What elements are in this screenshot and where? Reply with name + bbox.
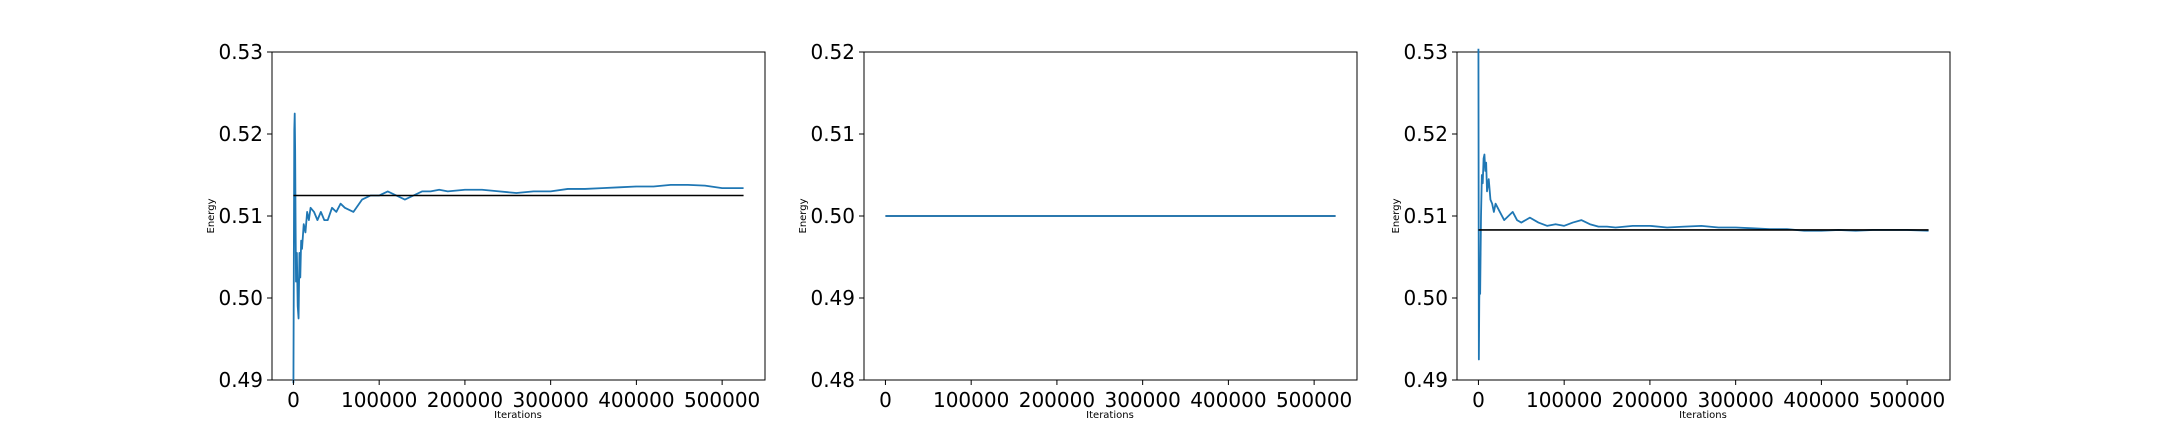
y-tick-label: 0.52 [218, 122, 263, 146]
y-tick-label: 0.49 [218, 368, 263, 392]
x-tick-label: 0 [1472, 388, 1485, 412]
x-tick-label: 100000 [1526, 388, 1602, 412]
y-tick-label: 0.51 [810, 122, 855, 146]
x-tick-label: 100000 [933, 388, 1009, 412]
chart-panel-2: 0 100000 200000 300000 400000 500000 0.48 0.49… [798, 40, 1358, 421]
x-axis-label: Iterations [1086, 410, 1134, 421]
x-tick-label: 100000 [341, 388, 417, 412]
series-line-1 [1477, 48, 1929, 361]
y-tick-label: 0.51 [1403, 204, 1448, 228]
y-axis-ticks: 0.48 0.49 0.50 0.51 0.52 [810, 40, 864, 392]
x-tick-label: 200000 [427, 388, 503, 412]
y-tick-label: 0.52 [810, 40, 855, 64]
x-tick-label: 300000 [1697, 388, 1773, 412]
x-tick-label: 400000 [1190, 388, 1266, 412]
chart-panel-3: 0 100000 200000 300000 400000 500000 0.49 0.50… [1391, 40, 1951, 421]
y-tick-label: 0.49 [1403, 368, 1448, 392]
y-axis-label: Energy [798, 198, 809, 233]
x-axis-ticks: 0 100000 200000 300000 400000 500000 [879, 380, 1352, 412]
x-axis-ticks: 0 100000 200000 300000 400000 500000 [287, 380, 760, 412]
y-axis-ticks: 0.49 0.50 0.51 0.52 0.53 [218, 40, 272, 392]
x-axis-ticks: 0 100000 200000 300000 400000 500000 [1472, 380, 1945, 412]
y-tick-label: 0.50 [1403, 286, 1448, 310]
y-axis-label: Energy [1391, 198, 1402, 233]
x-tick-label: 300000 [1104, 388, 1180, 412]
plot-marks [292, 112, 744, 384]
y-axis-label: Energy [206, 198, 217, 233]
series-line-1 [292, 112, 744, 384]
x-tick-label: 0 [879, 388, 892, 412]
y-tick-label: 0.49 [810, 286, 855, 310]
y-tick-label: 0.52 [1403, 122, 1448, 146]
x-axis-label: Iterations [494, 410, 542, 421]
x-tick-label: 500000 [684, 388, 760, 412]
y-tick-label: 0.50 [218, 286, 263, 310]
x-tick-label: 200000 [1612, 388, 1688, 412]
y-tick-label: 0.53 [218, 40, 263, 64]
y-tick-label: 0.50 [810, 204, 855, 228]
y-tick-label: 0.51 [218, 204, 263, 228]
x-tick-label: 300000 [512, 388, 588, 412]
x-tick-label: 200000 [1019, 388, 1095, 412]
plot-frame [271, 51, 766, 381]
plot-frame [1456, 51, 1951, 381]
y-tick-label: 0.53 [1403, 40, 1448, 64]
y-axis-ticks: 0.49 0.50 0.51 0.52 0.53 [1403, 40, 1457, 392]
x-tick-label: 400000 [1783, 388, 1859, 412]
x-tick-label: 0 [287, 388, 300, 412]
plot-marks [1477, 48, 1929, 361]
x-tick-label: 500000 [1869, 388, 1945, 412]
x-axis-label: Iterations [1679, 410, 1727, 421]
x-tick-label: 500000 [1276, 388, 1352, 412]
x-tick-label: 400000 [598, 388, 674, 412]
y-tick-label: 0.48 [810, 368, 855, 392]
chart-panel-1: 0 100000 200000 300000 400000 500000 0.49 0.50… [206, 40, 766, 421]
